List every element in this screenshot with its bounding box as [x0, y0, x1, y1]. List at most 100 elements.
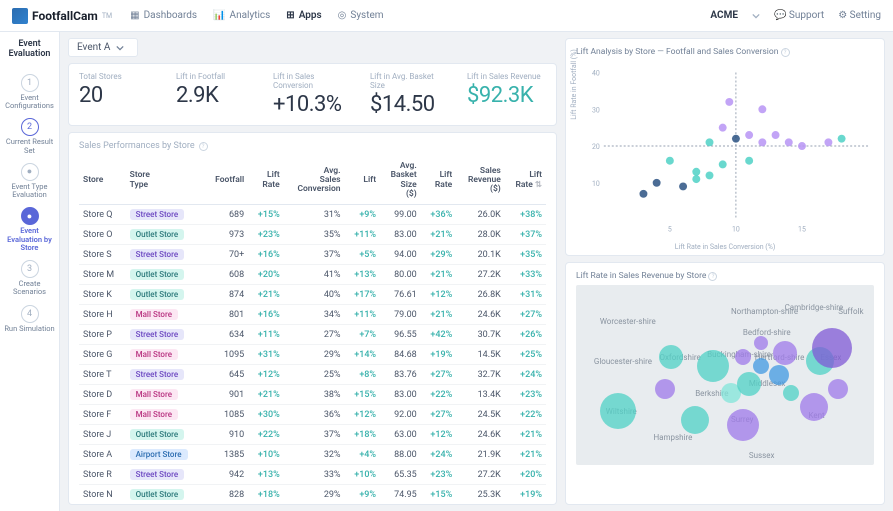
table-row[interactable]: Store RStreet Store942+13%33%+10%65.35+2… — [79, 465, 546, 485]
cell-value: 634 — [204, 325, 248, 345]
map-bubble[interactable] — [655, 379, 675, 399]
scatter-point[interactable] — [772, 131, 780, 139]
map-bubble[interactable] — [773, 341, 797, 365]
scatter-point[interactable] — [639, 190, 647, 198]
map-bubble[interactable] — [600, 393, 636, 429]
step-event-evaluation-by-store[interactable]: ●Event Evaluation by Store — [4, 207, 56, 252]
map-bubble[interactable] — [828, 379, 848, 399]
setting-link[interactable]: ⚙ Setting — [838, 10, 881, 21]
scatter-point[interactable] — [838, 135, 846, 143]
col-store[interactable]: Store — [79, 157, 126, 205]
info-icon[interactable]: ? — [781, 48, 790, 57]
svg-text:10: 10 — [732, 225, 740, 233]
scatter-point[interactable] — [692, 168, 700, 176]
map-bubble[interactable] — [737, 372, 761, 396]
col-lift-rate[interactable]: LiftRate⇅ — [505, 157, 546, 205]
nav-apps[interactable]: ⊞Apps — [286, 10, 321, 21]
info-icon[interactable]: ? — [199, 142, 208, 151]
table-row[interactable]: Store TStreet Store645+12%25%+8%83.76+27… — [79, 365, 546, 385]
org-name[interactable]: ACME — [710, 10, 738, 21]
table-row[interactable]: Store MOutlet Store608+20%41%+13%80.00+2… — [79, 265, 546, 285]
map-bubble[interactable] — [783, 385, 799, 401]
analytics-icon: 📊 — [213, 10, 225, 21]
nav-system[interactable]: ◎System — [338, 10, 384, 21]
scatter-point[interactable] — [666, 157, 674, 165]
nav-analytics[interactable]: 📊Analytics — [213, 10, 270, 21]
scatter-point[interactable] — [679, 182, 687, 190]
scatter-point[interactable] — [745, 131, 753, 139]
lift-value: +23% — [520, 390, 542, 400]
svg-text:30: 30 — [592, 106, 600, 114]
scatter-point[interactable] — [725, 98, 733, 106]
map-bubble[interactable] — [697, 350, 729, 382]
logo[interactable]: FootfallCamTM — [12, 8, 112, 24]
info-icon[interactable]: ? — [708, 272, 717, 281]
table-row[interactable]: Store SStreet Store70++16%37%+5%94.00+29… — [79, 245, 546, 265]
scatter-point[interactable] — [653, 179, 661, 187]
step-bullet-icon: ● — [21, 163, 39, 181]
table-row[interactable]: Store GMall Store1095+31%29%+14%84.68+19… — [79, 345, 546, 365]
nav-dashboards[interactable]: ▦Dashboards — [130, 10, 197, 21]
map-bubble[interactable] — [681, 406, 709, 434]
table-row[interactable]: Store JOutlet Store910+22%37%+18%63.00+1… — [79, 425, 546, 445]
scatter-point[interactable] — [745, 157, 753, 165]
table-row[interactable]: Store FMall Store1085+30%36%+12%92.00+27… — [79, 405, 546, 425]
map-bubble[interactable] — [659, 345, 683, 369]
scatter-point[interactable] — [706, 138, 714, 146]
table-row[interactable]: Store HMall Store801+16%34%+11%79.00+21%… — [79, 305, 546, 325]
svg-text:20: 20 — [592, 143, 600, 151]
store-type-badge: Street Store — [130, 469, 184, 480]
event-selector[interactable]: Event A — [68, 38, 138, 57]
lift-value: +18% — [354, 430, 376, 440]
table-row[interactable]: Store DMall Store901+21%38%+15%83.00+22%… — [79, 385, 546, 405]
cell-value: 74.95 — [380, 485, 421, 505]
scatter-point[interactable] — [732, 135, 740, 143]
kpi-lift-in-sales-conversion: Lift in Sales Conversion+10.3% — [273, 72, 352, 117]
scatter-point[interactable] — [785, 138, 793, 146]
map-bubble[interactable] — [769, 365, 789, 385]
step-bullet-icon: ● — [21, 207, 39, 225]
scatter-point[interactable] — [706, 171, 714, 179]
cell-value: 37% — [284, 425, 345, 445]
step-event-type-evaluation[interactable]: ●Event Type Evaluation — [4, 163, 56, 200]
col-sales-revenue-[interactable]: SalesRevenue($) — [456, 157, 505, 205]
col-avg-basket-size-[interactable]: Avg.BasketSize($) — [380, 157, 421, 205]
store-name: Store J — [79, 425, 126, 445]
scatter-point[interactable] — [798, 142, 806, 150]
step-event-configurations[interactable]: 1Event Configurations — [4, 74, 56, 111]
scatter-point[interactable] — [692, 175, 700, 183]
store-name: Store D — [79, 385, 126, 405]
table-row[interactable]: Store NOutlet Store828+18%29%+9%74.95+15… — [79, 485, 546, 505]
col-store-type[interactable]: StoreType — [126, 157, 204, 205]
lift-value: +38% — [520, 210, 542, 220]
table-row[interactable]: Store QStreet Store689+15%31%+9%99.00+36… — [79, 205, 546, 225]
map-bubble[interactable] — [735, 349, 751, 365]
map-bubble[interactable] — [727, 409, 759, 441]
support-link[interactable]: 💬 Support — [774, 10, 824, 21]
scatter-point[interactable] — [719, 160, 727, 168]
col-lift-rate[interactable]: LiftRate — [421, 157, 457, 205]
store-name: Store Q — [79, 205, 126, 225]
col-lift-rate[interactable]: LiftRate — [248, 157, 284, 205]
scatter-point[interactable] — [719, 124, 727, 132]
table-row[interactable]: Store AAirport Store1385+10%32%+4%88.00+… — [79, 445, 546, 465]
table-row[interactable]: Store OOutlet Store973+23%35%+11%83.00+2… — [79, 225, 546, 245]
step-current-result-set[interactable]: 2Current Result Set — [4, 118, 56, 155]
scatter-point[interactable] — [758, 105, 766, 113]
map-area[interactable]: Worcester-shireNorthampton-shireCambridg… — [576, 285, 874, 465]
map-bubble[interactable] — [753, 358, 769, 374]
scatter-point[interactable] — [824, 138, 832, 146]
map-bubble[interactable] — [754, 336, 768, 350]
table-row[interactable]: Store KOutlet Store874+21%40%+17%76.61+1… — [79, 285, 546, 305]
table-row[interactable]: Store PStreet Store634+11%27%+7%96.55+42… — [79, 325, 546, 345]
cell-value: 40% — [284, 285, 345, 305]
col-lift[interactable]: Lift — [345, 157, 381, 205]
scatter-point[interactable] — [758, 138, 766, 146]
lift-value: +5% — [359, 250, 376, 260]
col-avg-sales-conversion[interactable]: Avg.SalesConversion — [284, 157, 345, 205]
col-footfall[interactable]: Footfall — [204, 157, 248, 205]
step-run-simulation[interactable]: 4Run Simulation — [4, 305, 56, 333]
map-bubble[interactable] — [812, 328, 852, 368]
lift-value: +27% — [430, 410, 452, 420]
step-create-scenarios[interactable]: 3Create Scenarios — [4, 260, 56, 297]
